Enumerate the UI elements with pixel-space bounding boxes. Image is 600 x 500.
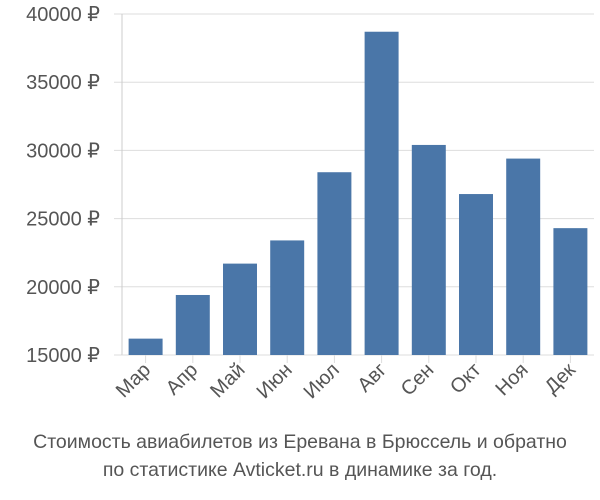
bar-Дек [553, 228, 588, 355]
y-tick-label: 40000 ₽ [26, 4, 100, 26]
bar-Июн [270, 240, 305, 355]
caption-line-2: по статистике Avticket.ru в динамике за … [102, 459, 498, 481]
bar-Апр [175, 294, 210, 355]
y-tick-label: 20000 ₽ [26, 277, 100, 299]
x-tick-label: Июн [253, 359, 297, 403]
y-tick-label: 15000 ₽ [26, 345, 100, 367]
x-tick-label: Авг [353, 359, 391, 397]
x-tick-label: Дек [541, 359, 580, 398]
bar-chart: 15000 ₽ 20000 ₽ 25000 ₽ 30000 ₽ 35000 ₽ 40000… [26, 4, 594, 403]
x-tick-label: Июл [300, 359, 344, 403]
bar-Сен [411, 144, 446, 355]
x-tick-label: Апр [162, 359, 203, 400]
bar-Ноя [506, 158, 541, 355]
x-tick-label: Сен [397, 359, 438, 400]
caption-line-1: Стоимость авиабилетов из Еревана в Брюсс… [33, 431, 567, 453]
chart-caption: Стоимость авиабилетов из Еревана в Брюсс… [0, 428, 600, 484]
bar-Авг [364, 31, 399, 356]
x-tick-label: Мар [112, 359, 155, 402]
grid-lines [114, 13, 594, 356]
bar-Мар [128, 338, 163, 355]
x-tick-label: Ноя [491, 359, 532, 400]
y-axis: 15000 ₽ 20000 ₽ 25000 ₽ 30000 ₽ 35000 ₽ 40000… [26, 4, 100, 367]
x-tick-label: Окт [446, 359, 485, 398]
x-tick-label: Май [206, 359, 249, 402]
bar-Окт [459, 194, 493, 355]
bar-Июл [317, 172, 352, 355]
y-tick-label: 30000 ₽ [26, 140, 100, 162]
bar-Май [223, 263, 257, 355]
bars [128, 31, 588, 356]
y-tick-label: 35000 ₽ [26, 72, 100, 94]
x-axis: Мар Апр Май Июн Июл Авг Сен Окт Ноя Дек [112, 355, 580, 403]
y-tick-label: 25000 ₽ [26, 209, 100, 231]
